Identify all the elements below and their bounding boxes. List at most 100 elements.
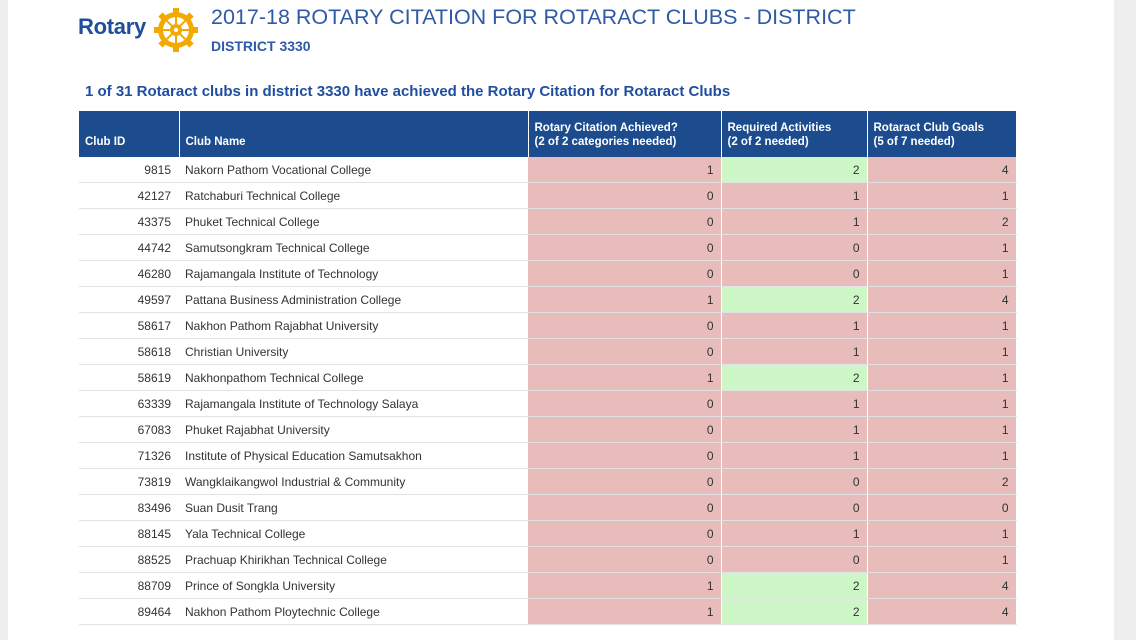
club-id-cell: 88145 (79, 520, 179, 547)
activities-cell: 1 (721, 182, 868, 209)
club-id-cell: 88709 (79, 572, 179, 599)
page-title: 2017-18 ROTARY CITATION FOR ROTARACT CLU… (211, 5, 856, 29)
activities-cell: 0 (721, 260, 868, 287)
rotary-logo-text: Rotary (78, 14, 146, 39)
table-row: 44742 Samutsongkram Technical College 0 0 1 (79, 234, 1017, 261)
club-id-cell: 43375 (79, 208, 179, 235)
citation-cell: 1 (528, 572, 722, 599)
activities-cell: 0 (721, 234, 868, 261)
club-id-cell: 49597 (79, 286, 179, 313)
goals-cell: 4 (867, 286, 1017, 313)
table-row: 46280 Rajamangala Institute of Technology… (79, 260, 1017, 287)
club-id-cell: 42127 (79, 182, 179, 209)
table-row: 58619 Nakhonpathom Technical College 1 2 1 (79, 364, 1017, 391)
activities-cell: 2 (721, 572, 868, 599)
club-id-cell: 44742 (79, 234, 179, 261)
col-header-goals: Rotaract Club Goals (5 of 7 needed) (867, 111, 1016, 157)
table-row: 58618 Christian University 0 1 1 (79, 338, 1017, 365)
activities-cell: 0 (721, 494, 868, 521)
table-row: 9815 Nakorn Pathom Vocational College 1 2 4 (79, 157, 1017, 183)
citation-cell: 0 (528, 520, 722, 547)
table-header-row: Club ID Club Name Rotary Citation Achiev… (79, 111, 1016, 157)
goals-cell: 1 (867, 234, 1017, 261)
club-id-cell: 67083 (79, 416, 179, 443)
activities-cell: 2 (721, 286, 868, 313)
club-name-cell: Ratchaburi Technical College (179, 182, 528, 209)
club-id-cell: 88525 (79, 546, 179, 573)
club-name-cell: Phuket Technical College (179, 208, 528, 235)
goals-cell: 4 (867, 598, 1017, 625)
table-row: 71326 Institute of Physical Education Sam… (79, 442, 1017, 469)
club-name-cell: Christian University (179, 338, 528, 365)
citation-cell: 0 (528, 442, 722, 469)
club-name-cell: Phuket Rajabhat University (179, 416, 528, 443)
rotary-wheel-icon (154, 8, 198, 52)
goals-cell: 1 (867, 182, 1017, 209)
summary-text: 1 of 31 Rotaract clubs in district 3330 … (85, 83, 731, 100)
goals-cell: 2 (867, 208, 1017, 235)
club-name-cell: Pattana Business Administration College (179, 286, 528, 313)
goals-cell: 0 (867, 494, 1017, 521)
club-name-cell: Nakhonpathom Technical College (179, 364, 528, 391)
activities-cell: 1 (721, 208, 868, 235)
club-id-cell: 58618 (79, 338, 179, 365)
goals-cell: 2 (867, 468, 1017, 495)
table-row: 42127 Ratchaburi Technical College 0 1 1 (79, 182, 1017, 209)
club-name-cell: Suan Dusit Trang (179, 494, 528, 521)
table-row: 88525 Prachuap Khirikhan Technical Colleg… (79, 546, 1017, 573)
activities-cell: 1 (721, 416, 868, 443)
goals-cell: 1 (867, 312, 1017, 339)
citation-cell: 1 (528, 598, 722, 625)
club-name-cell: Rajamangala Institute of Technology Sala… (179, 390, 528, 417)
report-page: Rotary 2017-18 ROTARY CITATION FOR ROTAR… (8, 0, 1114, 640)
club-id-cell: 83496 (79, 494, 179, 521)
goals-cell: 1 (867, 520, 1017, 547)
club-name-cell: Nakhon Pathom Rajabhat University (179, 312, 528, 339)
club-id-cell: 46280 (79, 260, 179, 287)
club-name-cell: Institute of Physical Education Samutsak… (179, 442, 528, 469)
table-row: 88145 Yala Technical College 0 1 1 (79, 520, 1017, 547)
citation-cell: 0 (528, 182, 722, 209)
goals-cell: 1 (867, 364, 1017, 391)
citation-cell: 0 (528, 312, 722, 339)
club-id-cell: 9815 (79, 157, 179, 183)
goals-cell: 1 (867, 546, 1017, 573)
table-row: 89464 Nakhon Pathom Ploytechnic College 1 2… (79, 598, 1017, 625)
goals-cell: 1 (867, 338, 1017, 365)
activities-cell: 1 (721, 442, 868, 469)
club-name-cell: Yala Technical College (179, 520, 528, 547)
club-id-cell: 58617 (79, 312, 179, 339)
club-id-cell: 73819 (79, 468, 179, 495)
activities-cell: 1 (721, 520, 868, 547)
citation-cell: 0 (528, 546, 722, 573)
goals-cell: 1 (867, 260, 1017, 287)
table-row: 43375 Phuket Technical College 0 1 2 (79, 208, 1017, 235)
club-name-cell: Prachuap Khirikhan Technical College (179, 546, 528, 573)
club-name-cell: Wangklaikangwol Industrial & Community (179, 468, 528, 495)
table-row: 63339 Rajamangala Institute of Technology… (79, 390, 1017, 417)
citation-cell: 0 (528, 338, 722, 365)
goals-cell: 4 (867, 572, 1017, 599)
col-header-activities: Required Activities (2 of 2 needed) (721, 111, 868, 157)
club-id-cell: 89464 (79, 598, 179, 625)
activities-cell: 0 (721, 546, 868, 573)
goals-cell: 1 (867, 390, 1017, 417)
activities-cell: 2 (721, 598, 868, 625)
citation-cell: 0 (528, 234, 722, 261)
activities-cell: 2 (721, 364, 868, 391)
col-header-citation: Rotary Citation Achieved? (2 of 2 categor… (528, 111, 722, 157)
activities-cell: 2 (721, 157, 868, 183)
table-row: 58617 Nakhon Pathom Rajabhat University 0 1… (79, 312, 1017, 339)
citation-cell: 0 (528, 390, 722, 417)
activities-cell: 0 (721, 468, 868, 495)
club-id-cell: 63339 (79, 390, 179, 417)
goals-cell: 4 (867, 157, 1017, 183)
citation-cell: 0 (528, 494, 722, 521)
citation-cell: 0 (528, 468, 722, 495)
table-row: 49597 Pattana Business Administration Col… (79, 286, 1017, 313)
goals-cell: 1 (867, 442, 1017, 469)
col-header-club-id: Club ID (79, 111, 180, 157)
table-row: 88709 Prince of Songkla University 1 2 4 (79, 572, 1017, 599)
activities-cell: 1 (721, 312, 868, 339)
goals-cell: 1 (867, 416, 1017, 443)
